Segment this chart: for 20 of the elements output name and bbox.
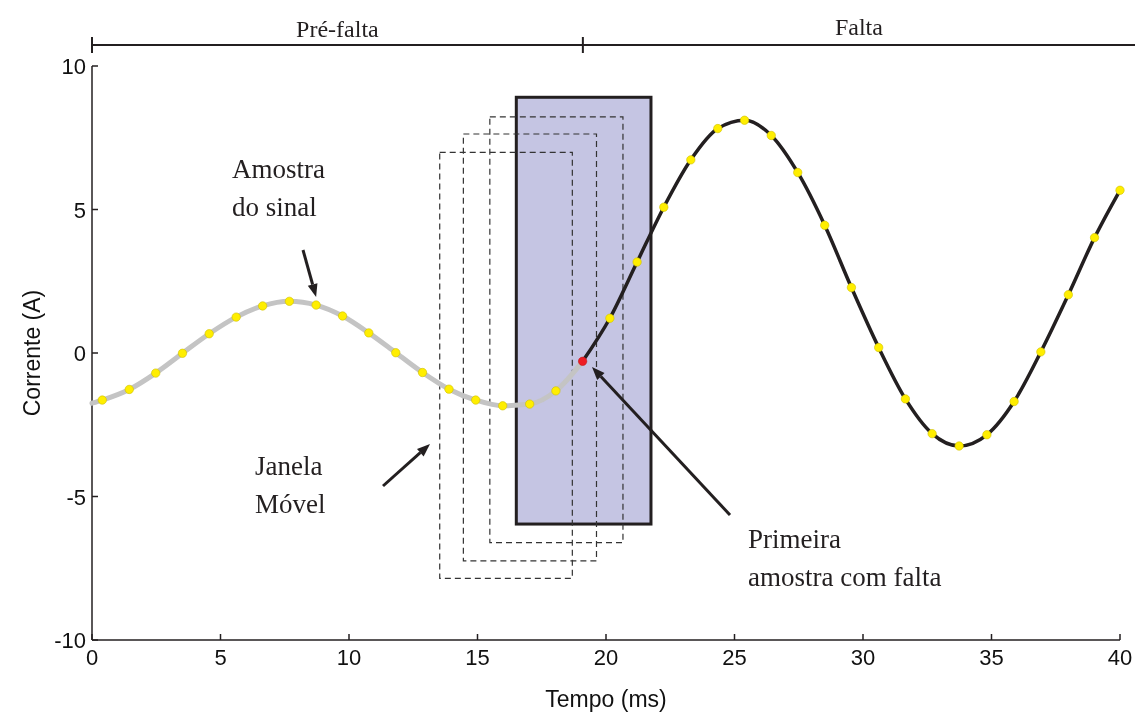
x-tick-label: 10 [336, 645, 362, 670]
x-tick-label: 25 [722, 645, 747, 670]
y-tick-label: 5 [73, 197, 86, 223]
x-tick-label: 35 [979, 645, 1004, 670]
y-tick-label: 0 [73, 341, 86, 366]
annotation: Janela Móvel [255, 451, 326, 519]
x-tick-label: 15 [465, 645, 490, 670]
y-tick-label: -10 [54, 628, 86, 653]
text: Falta [834, 14, 884, 40]
y-tick-label: -5 [66, 484, 86, 510]
x-axis-title: Tempo (ms) [545, 686, 667, 712]
text: Pré-falta [296, 16, 380, 42]
y-axis-title: Corrente (A) [19, 289, 45, 417]
x-tick-label: 20 [593, 645, 619, 670]
y-tick-label: 10 [61, 54, 86, 79]
annotation: Primeira amostra com falta [748, 524, 942, 592]
x-tick-label: 30 [850, 645, 876, 670]
annotation: Amostra do sinal [232, 154, 325, 222]
x-tick-label: 5 [214, 645, 227, 670]
x-tick-label: 40 [1107, 645, 1133, 670]
